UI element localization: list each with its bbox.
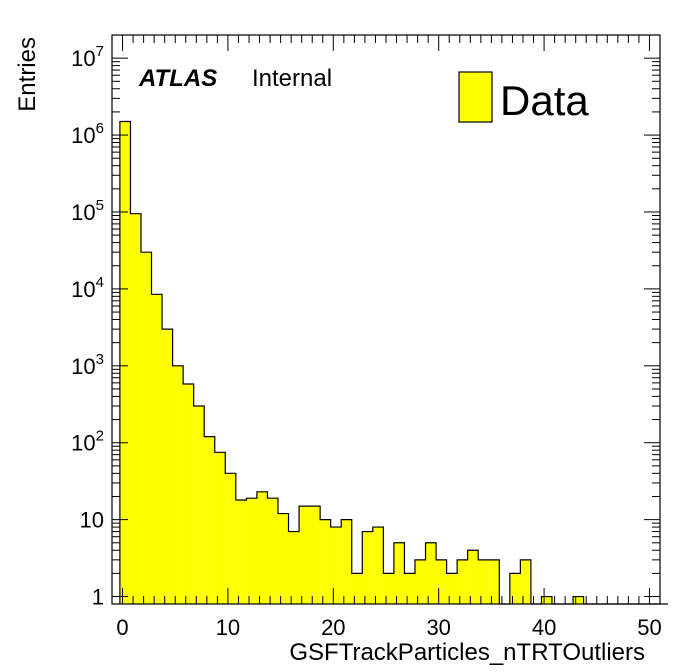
y-tick-label: 105: [71, 197, 104, 225]
internal-label: Internal: [252, 65, 332, 92]
histogram-bar: [457, 559, 468, 604]
histogram-bar: [414, 559, 426, 604]
histogram-bar: [162, 329, 173, 604]
histogram-bar: [130, 213, 141, 604]
x-tick-label: 40: [532, 615, 556, 640]
histogram-bar: [277, 513, 289, 604]
x-tick-label: 10: [216, 615, 240, 640]
x-axis-title: GSFTrackParticles_nTRTOutliers: [289, 639, 645, 666]
histogram-bar: [372, 527, 384, 604]
histogram-bar: [183, 384, 194, 604]
histogram-bar: [172, 365, 184, 604]
histogram-bar: [204, 436, 215, 604]
x-tick-label: 0: [116, 615, 128, 640]
histogram-bar: [467, 550, 479, 604]
histogram-bar: [520, 559, 531, 604]
histogram-bar: [341, 519, 352, 604]
histogram-bar: [446, 573, 458, 604]
histogram-bar: [299, 506, 310, 604]
y-tick-label: 10: [80, 508, 104, 533]
y-tick-label: 103: [71, 351, 104, 379]
histogram-bar: [436, 559, 447, 604]
histogram-bar: [193, 406, 205, 604]
tick-labels-layer: 0 10 20 30 40 50 1 10 102 103 104 105 106 107: [71, 43, 662, 640]
x-tick-label: 20: [321, 615, 345, 640]
histogram-bar: [151, 294, 163, 604]
y-tick-label: 104: [71, 274, 104, 302]
histogram-bar: [225, 473, 236, 604]
histogram-bar: [320, 519, 331, 604]
y-tick-label: 106: [71, 120, 104, 148]
legend-label-data: Data: [500, 77, 589, 124]
histogram-bar: [404, 573, 415, 604]
legend-swatch: [458, 71, 493, 123]
histogram-bar: [140, 252, 152, 604]
y-axis-title: Entries: [14, 37, 41, 112]
histogram-bar: [267, 498, 278, 604]
histogram-bar: [393, 542, 405, 604]
x-tick-label: 50: [637, 615, 661, 640]
bars-layer: [119, 121, 584, 604]
y-tick-label: 107: [71, 43, 104, 71]
y-tick-label: 1: [92, 585, 104, 610]
histogram-outline: [119, 120, 668, 605]
histogram-bar: [288, 531, 300, 604]
y-tick-label: 102: [71, 428, 104, 456]
x-tick-label: 30: [426, 615, 450, 640]
ticks-layer: [112, 34, 660, 604]
histogram-bar: [573, 596, 584, 604]
histogram-bar: [214, 452, 226, 604]
histogram-bar: [309, 506, 321, 604]
histogram-bar: [246, 498, 257, 604]
histogram-bar: [541, 596, 552, 604]
histogram-bar: [119, 121, 131, 604]
histogram-bar: [256, 491, 268, 604]
histogram-bar: [351, 573, 363, 604]
histogram-bar: [235, 499, 247, 604]
histogram-bar: [509, 573, 521, 604]
histogram-bar: [478, 559, 489, 604]
histogram-bar: [488, 559, 500, 604]
histogram-bar: [383, 573, 394, 604]
histogram-bar: [362, 531, 373, 604]
histogram-bar: [330, 527, 342, 604]
atlas-label: ATLAS: [138, 65, 217, 92]
histogram-bar: [425, 542, 437, 604]
